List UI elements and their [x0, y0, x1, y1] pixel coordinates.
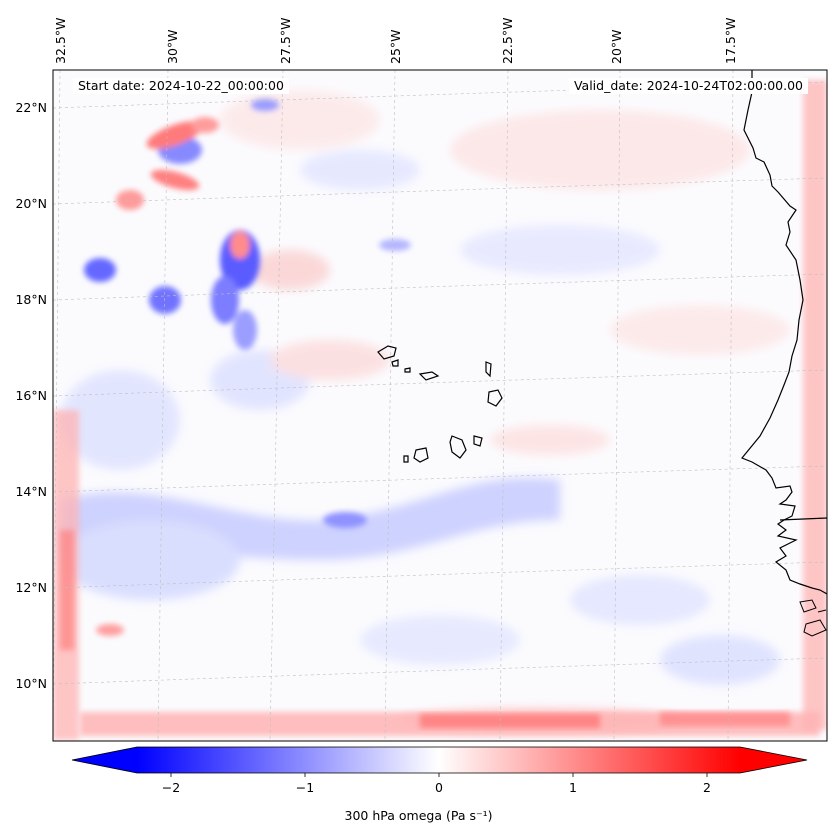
lat-labels: 22°N 20°N 18°N 16°N 14°N 12°N 10°N [15, 100, 47, 691]
omega-field [53, 70, 827, 741]
start-date-label: Start date: 2024-10-22_00:00:00 [73, 78, 289, 94]
lat-label-14: 14°N [15, 484, 47, 499]
lat-label-22: 22°N [15, 100, 47, 115]
africa-coastline [741, 70, 827, 595]
lat-label-10: 10°N [15, 676, 47, 691]
colorbar-tick-neg2: −2 [162, 780, 180, 795]
map-frame [52, 69, 828, 742]
lon-labels: 32.5°W 30°W 27.5°W 25°W 22.5°W 20°W 17.5… [53, 18, 738, 64]
lon-label-20: 20°W [609, 29, 624, 64]
lon-label-32-5: 32.5°W [53, 18, 68, 64]
colorbar-max-extend [740, 747, 807, 773]
valid-date-label: Valid_date: 2024-10-24T02:00:00.00 [568, 78, 808, 94]
colorbar-tick-0: 0 [435, 780, 443, 795]
lon-label-22-5: 22.5°W [500, 18, 515, 64]
colorbar: −2 −1 0 1 2 [71, 746, 808, 795]
lon-label-30: 30°W [165, 29, 180, 64]
lon-label-17-5: 17.5°W [723, 18, 738, 64]
colorbar-label: 300 hPa omega (Pa s⁻¹) [344, 808, 493, 823]
lon-label-25: 25°W [388, 29, 403, 64]
graticule [53, 70, 827, 741]
colorbar-ticks [170, 773, 708, 777]
colorbar-gradient [137, 747, 740, 773]
lat-label-16: 16°N [15, 388, 47, 403]
lat-label-18: 18°N [15, 292, 47, 307]
colorbar-tick-neg1: −1 [296, 780, 314, 795]
colorbar-tick-1: 1 [569, 780, 577, 795]
lat-label-20: 20°N [15, 196, 47, 211]
colorbar-min-extend [72, 747, 137, 773]
cape-verde-islands [377, 345, 503, 463]
colorbar-tick-2: 2 [703, 780, 711, 795]
lon-label-27-5: 27.5°W [278, 18, 293, 64]
lat-label-12: 12°N [15, 580, 47, 595]
